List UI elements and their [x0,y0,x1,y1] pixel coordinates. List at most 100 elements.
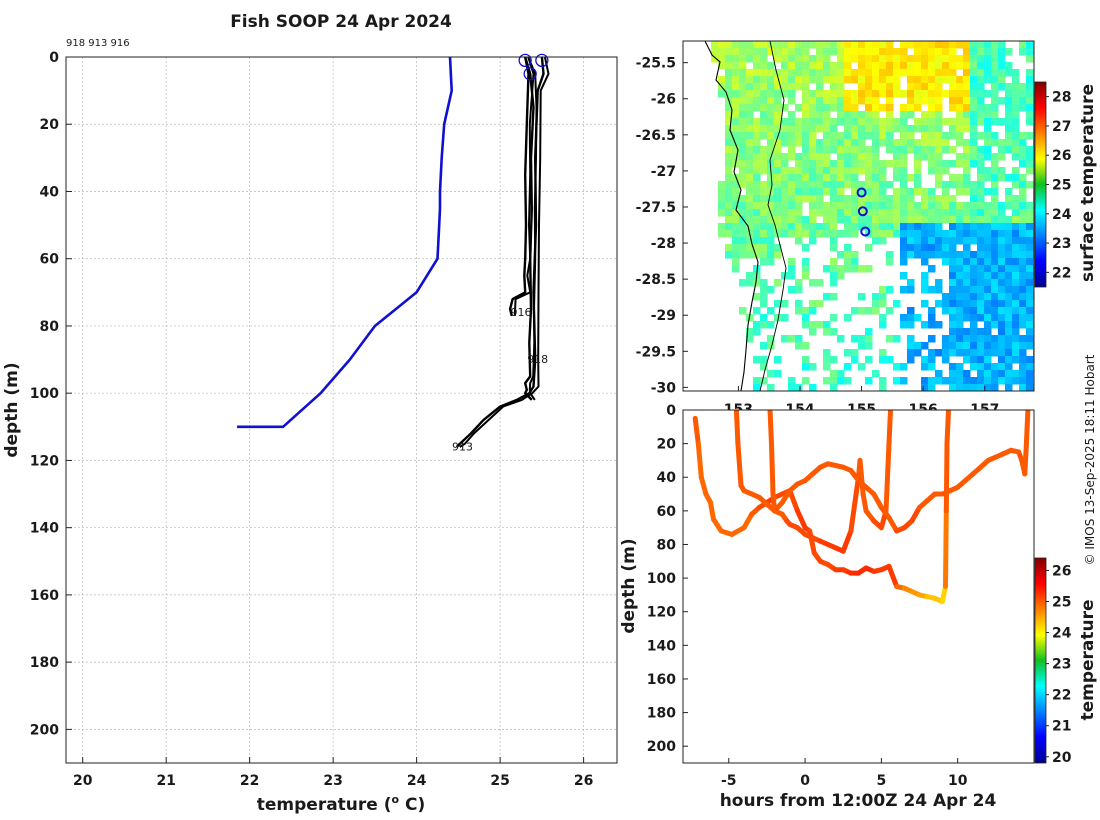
sst-cell [802,307,810,315]
sst-cell [1026,41,1034,49]
sst-cell [753,356,761,364]
sst-cell [872,188,880,196]
sst-cell [928,321,936,329]
sst-cell [1005,272,1013,280]
sst-cell [977,279,985,287]
sst-cell [725,230,733,238]
sst-cell [823,328,831,336]
sst-cell [809,321,817,329]
sst-cell [837,55,845,63]
sst-cell [858,90,866,98]
sst-cell [963,167,971,175]
sst-cell [998,258,1006,266]
sst-cell [886,216,894,224]
sst-cell [858,132,866,140]
sst-cell [1019,342,1027,350]
sst-cell [998,69,1006,77]
sst-cell [998,349,1006,357]
sst-cell [746,111,754,119]
sst-cell [1005,321,1013,329]
sst-cell [984,300,992,308]
sst-cell [970,335,978,343]
sst-cell [732,76,740,84]
sst-cell [977,363,985,371]
sst-cell [851,132,859,140]
sst-cell [767,62,775,70]
sst-cell [844,160,852,168]
sst-cell [760,209,768,217]
sst-cell [956,62,964,70]
y-tick-label: 100 [30,386,59,402]
sst-cell [935,160,943,168]
sst-cell [865,125,873,133]
sst-cell [879,139,887,147]
sst-cell [851,230,859,238]
sst-cell [872,139,880,147]
sst-cell [823,146,831,154]
sst-cell [977,153,985,161]
sst-cell [753,188,761,196]
sst-cell [837,174,845,182]
sst-cell [802,321,810,329]
sst-cell [1026,118,1034,126]
track-2-segment [857,457,866,497]
sst-cell [1005,342,1013,350]
sst-cell [872,62,880,70]
sst-cell [725,76,733,84]
sst-cell [879,76,887,84]
sst-cell [977,146,985,154]
sst-cell [858,97,866,105]
sst-cell [984,62,992,70]
profile-start-marker [518,53,532,68]
sst-cell [963,97,971,105]
sst-cell [900,314,908,322]
sst-cell [865,216,873,224]
sst-cell [1026,69,1034,77]
sst-cell [921,237,929,245]
sst-cell [760,377,768,385]
map-y-tick-label: -28.5 [636,272,676,288]
sst-cell [886,90,894,98]
sst-cell [956,363,964,371]
time-y-tick-label: 180 [647,706,676,722]
sst-cell [802,356,810,364]
sst-cell [753,90,761,98]
sst-cell [1026,97,1034,105]
sst-cell [788,76,796,84]
sst-cell [893,174,901,182]
track-1-segment [787,488,800,514]
sst-cell [984,223,992,231]
sst-cell [900,181,908,189]
sst-cell [732,62,740,70]
sst-cell [760,181,768,189]
sst-cell [1026,167,1034,175]
sst-cell [893,216,901,224]
sst-cell [963,307,971,315]
sst-cell [837,90,845,98]
sst-cell [732,111,740,119]
sst-cell [732,202,740,210]
sst-cell [809,300,817,308]
sst-cell [977,62,985,70]
sst-cell [879,202,887,210]
sst-cell [844,174,852,182]
sst-cell [732,188,740,196]
sst-cell [1019,181,1027,189]
sst-cell [914,202,922,210]
sst-cell [816,90,824,98]
sst-cell [984,356,992,364]
sst-cell [942,293,950,301]
sst-cell [942,237,950,245]
sst-cell [956,139,964,147]
sst-cell [1005,111,1013,119]
map-colorbar-tick-label: 25 [1052,178,1071,194]
sst-cell [921,41,929,49]
sst-cell [949,349,957,357]
sst-cell [970,286,978,294]
track-2-segment [733,410,741,447]
temp-colorbar-tick-label: 20 [1052,750,1072,766]
sst-cell [774,83,782,91]
sst-cell [865,265,873,273]
